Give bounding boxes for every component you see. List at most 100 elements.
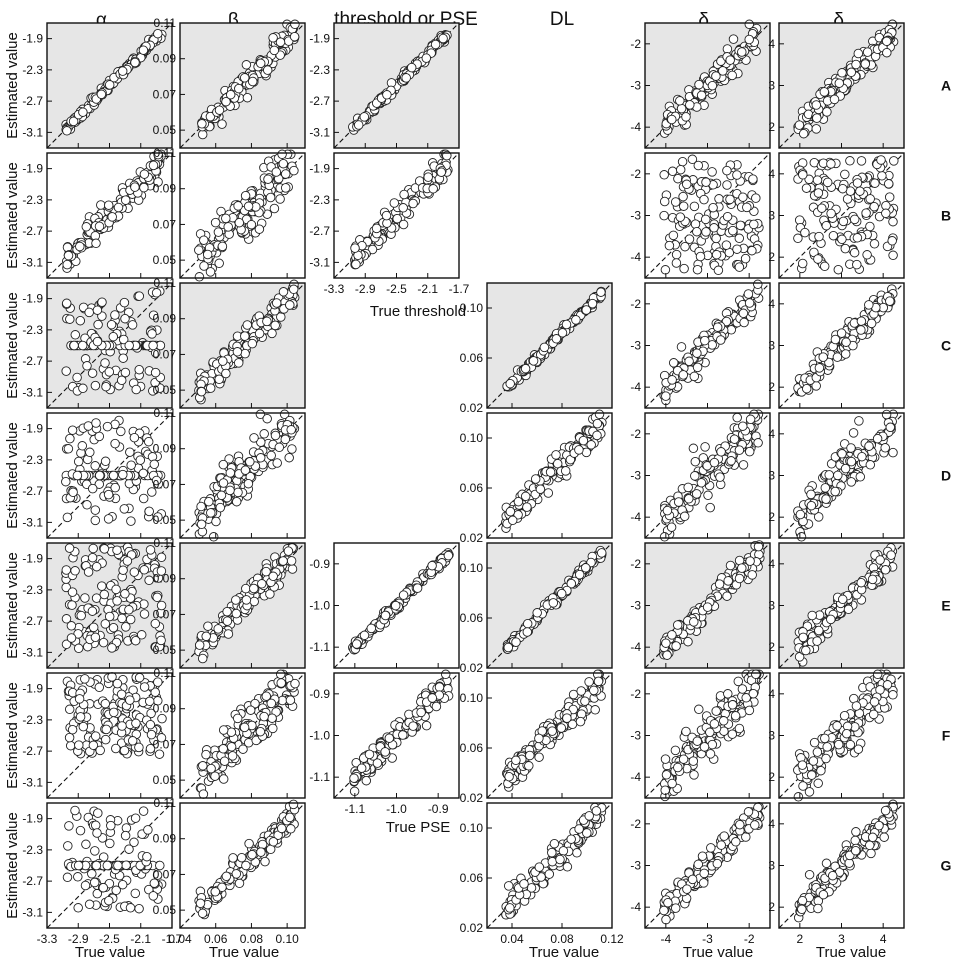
data-point bbox=[125, 341, 134, 350]
data-point bbox=[66, 741, 75, 750]
data-point bbox=[548, 727, 557, 736]
data-point bbox=[250, 434, 259, 443]
y-tick-label: -1.9 bbox=[22, 552, 43, 566]
data-point bbox=[108, 644, 117, 653]
data-point bbox=[668, 376, 677, 385]
data-point bbox=[665, 241, 674, 250]
data-point bbox=[92, 419, 101, 428]
data-point bbox=[290, 166, 299, 175]
y-tick-label: 4 bbox=[768, 37, 775, 51]
data-point bbox=[118, 67, 127, 76]
y-tick-label: 0.05 bbox=[153, 253, 177, 267]
y-tick-label: 4 bbox=[768, 427, 775, 441]
y-tick-label: -2.7 bbox=[22, 224, 43, 238]
data-point bbox=[263, 414, 272, 423]
data-point bbox=[234, 359, 243, 368]
x-label-threshold: True threshold bbox=[370, 303, 466, 320]
data-point bbox=[521, 364, 530, 373]
data-point bbox=[242, 596, 251, 605]
row-label-E: E bbox=[941, 598, 950, 614]
data-point bbox=[549, 599, 558, 608]
data-point bbox=[717, 448, 726, 457]
data-point bbox=[729, 226, 738, 235]
data-point bbox=[91, 732, 100, 741]
data-point bbox=[882, 37, 891, 46]
data-point bbox=[100, 545, 109, 554]
data-point bbox=[279, 288, 288, 297]
data-point bbox=[575, 570, 584, 579]
data-point bbox=[704, 491, 713, 500]
data-point bbox=[276, 38, 285, 47]
panel-F-dl: 0.100.060.02 bbox=[460, 670, 612, 805]
data-point bbox=[258, 580, 267, 589]
y-tick-label: -2.3 bbox=[22, 63, 43, 77]
panel-F-beta: 0.050.070.090.11 bbox=[153, 666, 305, 798]
data-point bbox=[857, 326, 866, 335]
data-point bbox=[256, 727, 265, 736]
data-point bbox=[691, 472, 700, 481]
data-point bbox=[255, 225, 264, 234]
data-point bbox=[101, 457, 110, 466]
y-tick-label: -1.9 bbox=[22, 32, 43, 46]
y-tick-label: -3.1 bbox=[22, 385, 43, 399]
data-point bbox=[350, 774, 359, 783]
data-point bbox=[360, 113, 369, 122]
data-point bbox=[357, 764, 366, 773]
y-tick-label: 0.05 bbox=[153, 773, 177, 787]
data-point bbox=[119, 354, 128, 363]
data-point bbox=[123, 557, 132, 566]
data-point bbox=[224, 223, 233, 232]
data-point bbox=[291, 679, 300, 688]
y-tick-label: 4 bbox=[768, 557, 775, 571]
data-point bbox=[677, 104, 686, 113]
data-point bbox=[113, 679, 122, 688]
y-tick-label: 0.09 bbox=[153, 182, 177, 196]
panel-C-dl: 0.100.060.02 bbox=[460, 283, 612, 415]
data-point bbox=[883, 48, 892, 57]
data-point bbox=[801, 228, 810, 237]
data-point bbox=[858, 452, 867, 461]
data-point bbox=[226, 90, 235, 99]
y-tick-label: 0.11 bbox=[154, 146, 177, 160]
data-point bbox=[241, 332, 250, 341]
data-point bbox=[740, 318, 749, 327]
panel-A-beta: 0.050.070.090.11 bbox=[153, 16, 305, 148]
y-tick-label: 0.07 bbox=[153, 347, 177, 361]
data-point bbox=[101, 359, 110, 368]
data-point bbox=[244, 479, 253, 488]
y-tick-label: 0.02 bbox=[460, 531, 484, 545]
x-tick-label: -1.7 bbox=[449, 282, 470, 296]
data-point bbox=[588, 299, 597, 308]
y-tick-label: -2.7 bbox=[22, 484, 43, 498]
data-point bbox=[593, 419, 602, 428]
panel-B-alpha: -1.9-2.3-2.7-3.1 bbox=[22, 150, 172, 278]
data-point bbox=[846, 157, 855, 166]
data-point bbox=[882, 209, 891, 218]
data-point bbox=[217, 491, 226, 500]
data-point bbox=[88, 607, 97, 616]
data-point bbox=[218, 242, 227, 251]
y-tick-label: 0.09 bbox=[153, 52, 177, 66]
data-point bbox=[101, 699, 110, 708]
data-point bbox=[671, 198, 680, 207]
data-point bbox=[287, 426, 296, 435]
data-point bbox=[127, 461, 136, 470]
data-point bbox=[219, 357, 228, 366]
data-point bbox=[735, 446, 744, 455]
data-point bbox=[822, 495, 831, 504]
data-point bbox=[821, 484, 830, 493]
data-point bbox=[77, 611, 86, 620]
data-point bbox=[86, 448, 95, 457]
data-point bbox=[710, 458, 719, 467]
data-point bbox=[286, 696, 295, 705]
data-point bbox=[870, 240, 879, 249]
y-tick-label: -0.9 bbox=[309, 687, 330, 701]
y-label-row-D: Estimated value bbox=[4, 422, 21, 529]
data-point bbox=[112, 585, 121, 594]
panel-D-delta2: 432 bbox=[768, 410, 904, 541]
data-point bbox=[738, 564, 747, 573]
y-tick-label: 0.05 bbox=[153, 513, 177, 527]
data-point bbox=[197, 520, 206, 529]
data-point bbox=[701, 443, 710, 452]
data-point bbox=[815, 232, 824, 241]
